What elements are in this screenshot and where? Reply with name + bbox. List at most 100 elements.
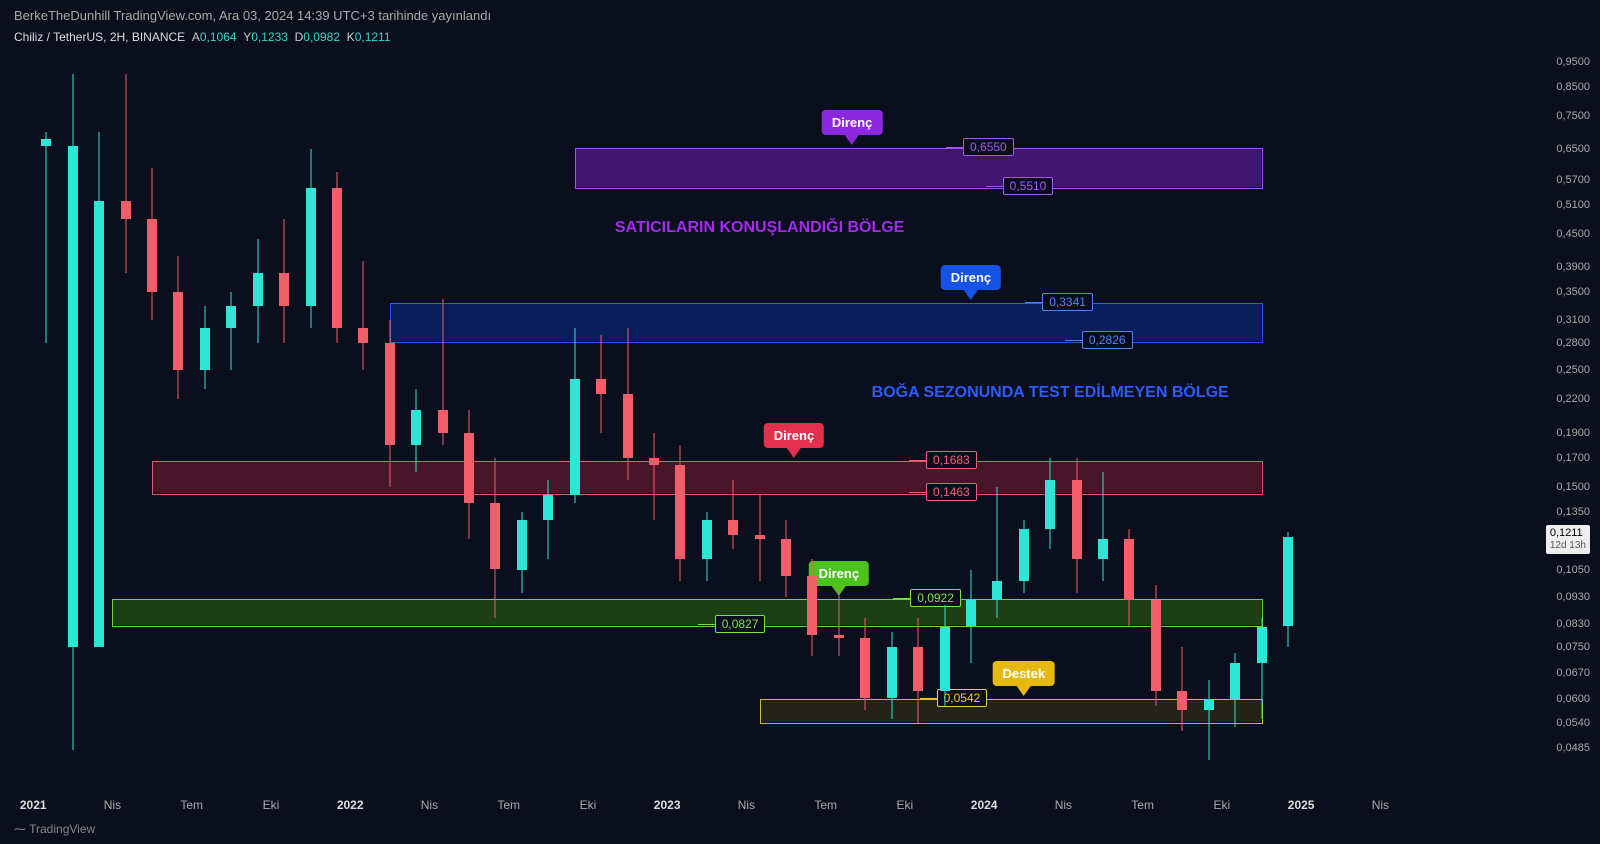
y-tick-label: 0,0930 [1556, 591, 1590, 603]
chart-root: BerkeTheDunhill TradingView.com, Ara 03,… [0, 0, 1600, 844]
y-tick-label: 0,7500 [1556, 110, 1590, 122]
symbol-name: Chiliz / TetherUS, 2H, BINANCE [14, 30, 185, 44]
callout-label: Direnç [822, 110, 882, 145]
x-tick-label: Nis [104, 798, 121, 812]
candle [146, 50, 158, 770]
candle [1203, 50, 1215, 770]
y-tick-label: 0,2200 [1556, 393, 1590, 405]
candle [384, 50, 396, 770]
candle [622, 50, 634, 770]
y-tick-label: 0,0600 [1556, 693, 1590, 705]
y-tick-label: 0,1050 [1556, 564, 1590, 576]
y-tick-label: 0,0670 [1556, 667, 1590, 679]
x-tick-label: 2022 [337, 798, 364, 812]
y-tick-label: 0,0750 [1556, 641, 1590, 653]
last-price-badge: 0,1211 12d 13h [1546, 525, 1590, 554]
y-tick-label: 0,1700 [1556, 452, 1590, 464]
candle [595, 50, 607, 770]
candle [305, 50, 317, 770]
x-tick-label: Eki [580, 798, 597, 812]
candle [1176, 50, 1188, 770]
candle [172, 50, 184, 770]
y-tick-label: 0,6500 [1556, 143, 1590, 155]
x-tick-label: Tem [1131, 798, 1154, 812]
candle [674, 50, 686, 770]
x-tick-label: 2021 [20, 798, 47, 812]
y-tick-label: 0,3100 [1556, 314, 1590, 326]
y-tick-label: 0,8500 [1556, 81, 1590, 93]
x-tick-label: Nis [1055, 798, 1072, 812]
y-axis[interactable]: 0,9500 0,8500 0,7500 0,6500 0,5700 0,5100 0,45… [1530, 50, 1590, 770]
y-tick-label: 0,3500 [1556, 286, 1590, 298]
publish-info: BerkeTheDunhill TradingView.com, Ara 03,… [14, 8, 491, 23]
candle [542, 50, 554, 770]
candle [754, 50, 766, 770]
candle [1282, 50, 1294, 770]
candle [252, 50, 264, 770]
candle [780, 50, 792, 770]
ohlc-readout: Chiliz / TetherUS, 2H, BINANCE A0,1064 Y… [14, 30, 391, 44]
candle [278, 50, 290, 770]
candle [912, 50, 924, 770]
candle [1256, 50, 1268, 770]
candle [40, 50, 52, 770]
x-tick-label: Eki [897, 798, 914, 812]
candle [331, 50, 343, 770]
candle [806, 50, 818, 770]
tradingview-logo: ⁓ TradingView [14, 822, 95, 836]
y-tick-label: 0,1350 [1556, 506, 1590, 518]
y-tick-label: 0,1900 [1556, 427, 1590, 439]
y-tick-label: 0,5100 [1556, 199, 1590, 211]
x-tick-label: Nis [421, 798, 438, 812]
y-tick-label: 0,0540 [1556, 717, 1590, 729]
candle [463, 50, 475, 770]
y-tick-label: 0,2500 [1556, 364, 1590, 376]
candlestick-chart[interactable]: 0,65500,5510DirençSATICILARIN KONUŞLANDI… [20, 50, 1420, 770]
candle [727, 50, 739, 770]
x-tick-label: Tem [180, 798, 203, 812]
x-tick-label: Tem [497, 798, 520, 812]
x-tick-label: 2023 [654, 798, 681, 812]
candle [516, 50, 528, 770]
candle [991, 50, 1003, 770]
logo-icon: ⁓ [14, 822, 26, 836]
x-tick-label: Nis [1372, 798, 1389, 812]
candle [648, 50, 660, 770]
candle [93, 50, 105, 770]
candle [859, 50, 871, 770]
candle [67, 50, 79, 770]
y-tick-label: 0,2800 [1556, 337, 1590, 349]
candle [357, 50, 369, 770]
x-tick-label: 2025 [1288, 798, 1315, 812]
x-tick-label: Eki [1214, 798, 1231, 812]
y-tick-label: 0,0485 [1556, 742, 1590, 754]
candle [886, 50, 898, 770]
candle [120, 50, 132, 770]
candle [489, 50, 501, 770]
y-tick-label: 0,5700 [1556, 174, 1590, 186]
candle [1097, 50, 1109, 770]
y-tick-label: 0,9500 [1556, 56, 1590, 68]
y-tick-label: 0,4500 [1556, 228, 1590, 240]
candle [437, 50, 449, 770]
candle [833, 50, 845, 770]
candle [1044, 50, 1056, 770]
candle [569, 50, 581, 770]
candle [1071, 50, 1083, 770]
x-tick-label: Tem [814, 798, 837, 812]
x-tick-label: Eki [263, 798, 280, 812]
x-tick-label: 2024 [971, 798, 998, 812]
y-tick-label: 0,1500 [1556, 481, 1590, 493]
candle [225, 50, 237, 770]
candle [701, 50, 713, 770]
y-tick-label: 0,3900 [1556, 261, 1590, 273]
candle [1018, 50, 1030, 770]
candle [1229, 50, 1241, 770]
candle [1150, 50, 1162, 770]
x-tick-label: Nis [738, 798, 755, 812]
candle [939, 50, 951, 770]
candle [965, 50, 977, 770]
candle [410, 50, 422, 770]
candle [1123, 50, 1135, 770]
candle [199, 50, 211, 770]
